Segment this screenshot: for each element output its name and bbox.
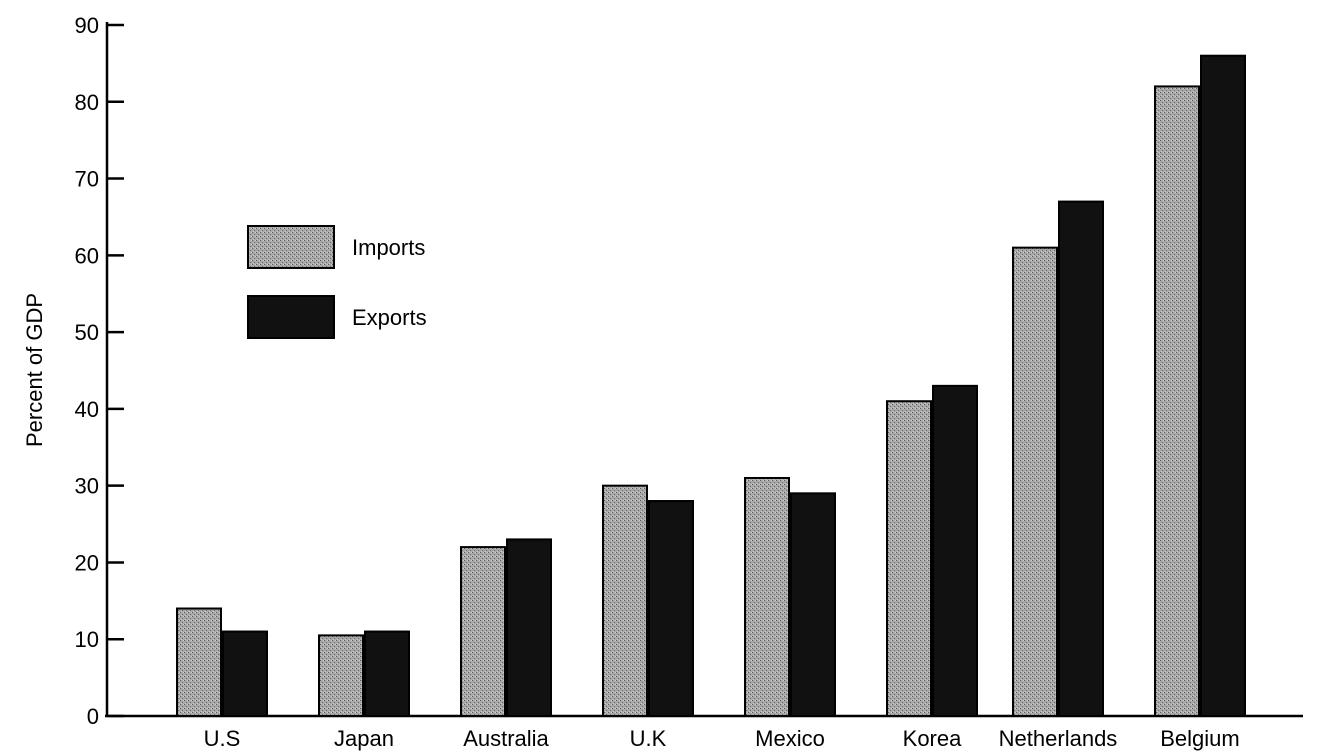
- legend-label-exports: Exports: [352, 305, 427, 330]
- y-axis-title: Percent of GDP: [22, 293, 47, 447]
- bar-exports-uk: [648, 500, 694, 717]
- y-tick-label: 20: [75, 550, 99, 575]
- bar-exports-mexico: [790, 492, 836, 717]
- legend-swatch-imports: [247, 225, 335, 269]
- category-labels: U.S Japan Australia U.K Mexico Korea Netherlan…: [204, 726, 1240, 751]
- bar-imports-us: [176, 607, 222, 717]
- legend-swatch-exports: [247, 295, 335, 339]
- bars: [176, 54, 1246, 718]
- y-tick-label: 30: [75, 474, 99, 499]
- x-tick-label: Australia: [463, 726, 549, 751]
- bar-exports-netherlands: [1058, 200, 1104, 718]
- bar-imports-mexico: [744, 476, 790, 717]
- bar-exports-korea: [932, 384, 978, 717]
- x-tick-label: Korea: [903, 726, 962, 751]
- x-tick-label: Belgium: [1160, 726, 1239, 751]
- y-tick-label: 70: [75, 167, 99, 192]
- bar-imports-korea: [886, 400, 932, 717]
- x-tick-label: U.K: [630, 726, 667, 751]
- y-tick-label: 10: [75, 627, 99, 652]
- x-tick-label: Japan: [334, 726, 394, 751]
- y-tick-label: 0: [87, 704, 99, 729]
- legend-label-imports: Imports: [352, 235, 425, 260]
- bar-imports-netherlands: [1012, 246, 1058, 717]
- axes: 0 10 20 30 40 50 60 70 80 90: [75, 13, 1303, 729]
- y-tick-label: 90: [75, 13, 99, 38]
- bar-exports-australia: [506, 538, 552, 718]
- x-tick-label: Netherlands: [999, 726, 1118, 751]
- bar-imports-belgium: [1154, 85, 1200, 717]
- bar-exports-us: [222, 630, 268, 717]
- bar-imports-japan: [318, 634, 364, 718]
- y-tick-label: 50: [75, 320, 99, 345]
- y-tick-label: 60: [75, 243, 99, 268]
- bar-exports-japan: [364, 630, 410, 717]
- bar-imports-australia: [460, 546, 506, 717]
- y-tick-label: 40: [75, 397, 99, 422]
- x-tick-label: U.S: [204, 726, 241, 751]
- bar-exports-belgium: [1200, 54, 1246, 717]
- legend: Imports Exports: [247, 225, 427, 339]
- x-tick-label: Mexico: [755, 726, 825, 751]
- y-tick-label: 80: [75, 90, 99, 115]
- bar-imports-uk: [602, 484, 648, 717]
